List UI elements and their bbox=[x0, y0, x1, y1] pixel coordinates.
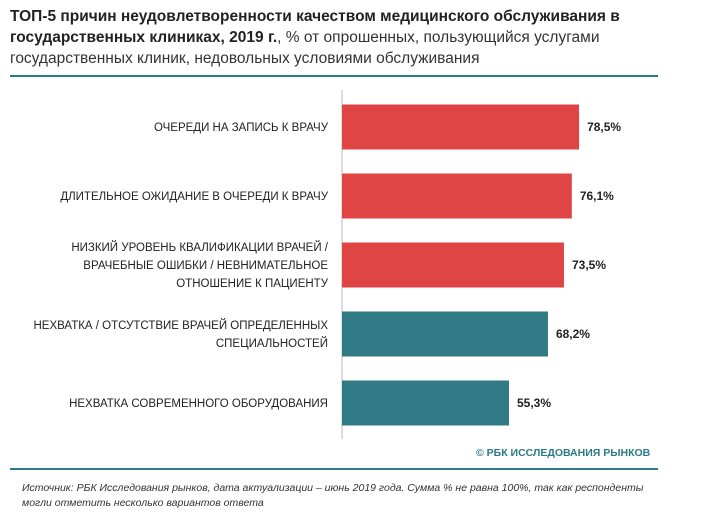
value-label-4: 68,2% bbox=[556, 327, 590, 341]
source-note: Источник: РБК Исследования рынков, дата … bbox=[22, 482, 644, 509]
chart-title-rest: , % от опрошенных, пользующийся услугами… bbox=[10, 29, 600, 67]
bar-1 bbox=[342, 104, 580, 150]
bar-2 bbox=[342, 173, 572, 219]
category-label-5: НЕХВАТКА СОВРЕМЕННОГО ОБОРУДОВАНИЯ bbox=[69, 398, 328, 410]
value-label-2: 76,1% bbox=[580, 189, 614, 203]
value-label-5: 55,3% bbox=[517, 396, 551, 410]
brand-label: © РБК ИССЛЕДОВАНИЯ РЫНКОВ bbox=[476, 447, 651, 459]
top-divider bbox=[10, 75, 658, 77]
bar-4 bbox=[342, 311, 548, 357]
value-label-1: 78,5% bbox=[587, 120, 621, 134]
bar-5 bbox=[342, 380, 510, 426]
bottom-divider bbox=[10, 468, 658, 470]
value-label-3: 73,5% bbox=[572, 258, 606, 272]
chart-title: ТОП-5 причин неудовлетворенности качеств… bbox=[10, 6, 700, 69]
category-label-2: ДЛИТЕЛЬНОЕ ОЖИДАНИЕ В ОЧЕРЕДИ К ВРАЧУ bbox=[60, 191, 328, 203]
bar-chart: 78,5% ОЧЕРЕДИ НА ЗАПИСЬ К ВРАЧУ 76,1% ДЛИТЕ… bbox=[34, 90, 621, 439]
chart-title-bold: ТОП-5 причин неудовлетворенности качеств… bbox=[10, 8, 620, 46]
category-label-1: ОЧЕРЕДИ НА ЗАПИСЬ К ВРАЧУ bbox=[154, 122, 329, 134]
category-label-3: НИЗКИЙ УРОВЕНЬ КВАЛИФИКАЦИИ ВРАЧЕЙ / ВРАЧ… bbox=[71, 241, 328, 290]
bar-3 bbox=[342, 242, 564, 288]
category-label-4: НЕХВАТКА / ОТСУТСТВИЕ ВРАЧЕЙ ОПРЕДЕЛЕННЫ… bbox=[34, 319, 329, 350]
